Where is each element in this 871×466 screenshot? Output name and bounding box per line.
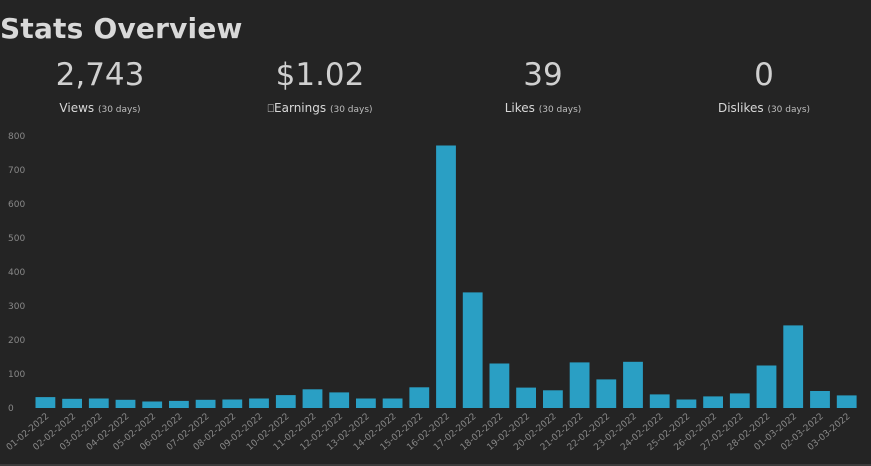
bar-03-02-2022[interactable] [88,398,109,409]
stat-likes: 39 Likes (30 days) [443,55,643,115]
bar-28-02-2022[interactable] [756,365,777,409]
page-title: Stats Overview [0,12,243,45]
bar-11-02-2022[interactable] [302,389,323,408]
earnings-label-row: ⎕Earnings (30 days) [220,101,420,116]
bar-21-02-2022[interactable] [569,362,590,408]
y-tick-label: 400 [8,268,25,278]
bottom-divider [0,464,871,466]
bar-12-02-2022[interactable] [329,392,350,408]
bar-16-02-2022[interactable] [436,145,456,409]
stat-earnings: $1.02 ⎕Earnings (30 days) [220,55,420,116]
y-tick-label: 500 [8,234,25,244]
earnings-value: $1.02 [275,57,365,93]
bar-04-02-2022[interactable] [115,399,136,408]
stat-views: 2,743 Views (30 days) [0,55,200,115]
likes-label: Likes [504,101,535,115]
bar-25-02-2022[interactable] [676,399,697,409]
y-tick-label: 800 [8,132,25,142]
bar-26-02-2022[interactable] [703,396,723,408]
dislikes-label-row: Dislikes (30 days) [664,101,864,115]
likes-value: 39 [523,57,563,93]
bar-02-02-2022[interactable] [62,398,82,408]
views-period: (30 days) [97,105,141,115]
bar-03-03-2022[interactable] [836,395,857,408]
dislikes-label: Dislikes [717,101,764,115]
y-tick-label: 600 [8,200,25,210]
bar-06-02-2022[interactable] [169,400,189,408]
bar-13-02-2022[interactable] [356,398,376,409]
bar-09-02-2022[interactable] [249,398,269,409]
likes-label-row: Likes (30 days) [443,101,643,115]
views-label: Views [59,101,95,115]
earnings-label: Earnings [274,101,327,115]
bar-15-02-2022[interactable] [409,387,430,408]
bar-18-02-2022[interactable] [489,363,510,409]
bar-01-03-2022[interactable] [783,325,804,408]
bar-07-02-2022[interactable] [195,399,216,408]
bar-17-02-2022[interactable] [462,292,483,408]
bar-08-02-2022[interactable] [222,399,243,409]
bar-19-02-2022[interactable] [516,387,536,408]
bar-10-02-2022[interactable] [275,395,296,408]
views-label-row: Views (30 days) [0,101,200,115]
dislikes-period: (30 days) [767,105,811,115]
bar-27-02-2022[interactable] [729,393,750,408]
bar-02-03-2022[interactable] [810,391,830,408]
y-tick-label: 100 [8,370,25,380]
views-value: 2,743 [55,57,145,93]
y-tick-label: 200 [8,336,25,346]
bar-05-02-2022[interactable] [142,401,163,409]
bar-14-02-2022[interactable] [382,398,403,409]
y-tick-label: 0 [8,404,14,414]
bar-01-02-2022[interactable] [35,397,56,408]
y-tick-label: 300 [8,302,25,312]
bar-20-02-2022[interactable] [543,390,563,408]
bar-23-02-2022[interactable] [623,361,643,408]
likes-period: (30 days) [538,105,582,115]
earnings-period: (30 days) [329,105,373,115]
bar-22-02-2022[interactable] [596,379,617,408]
missing-glyph-icon: ⎕ [267,102,275,115]
bar-24-02-2022[interactable] [649,394,670,408]
stat-dislikes: 0 Dislikes (30 days) [664,55,864,115]
dislikes-value: 0 [754,57,774,93]
y-tick-label: 700 [8,166,25,176]
